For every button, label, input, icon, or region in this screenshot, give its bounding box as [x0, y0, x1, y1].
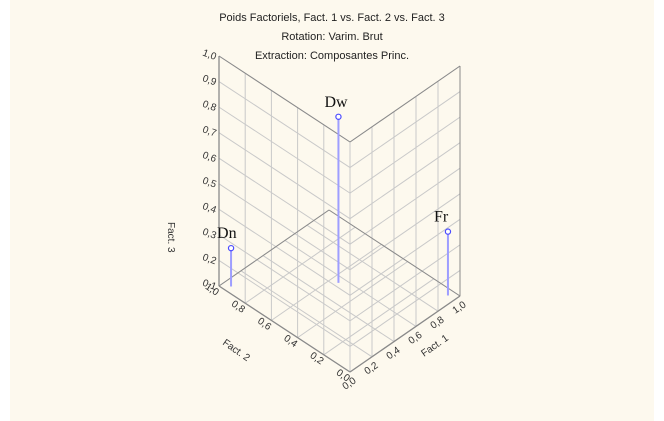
- wall-grid-line: [218, 208, 351, 296]
- z-tick-label: 0,1: [201, 278, 218, 293]
- point-label: Dw: [324, 94, 348, 111]
- z-tick-label: 1,0: [201, 48, 218, 63]
- x-axis-line: [349, 295, 461, 373]
- wall-grid-line: [218, 183, 351, 271]
- floor-grid-line: [297, 261, 408, 339]
- x-tick-label: 0,2: [363, 360, 381, 377]
- wall-grid-line: [349, 270, 461, 347]
- wall-grid-line: [218, 106, 351, 194]
- z-tick-label: 0,6: [201, 150, 218, 165]
- point-label: Fr: [434, 209, 449, 226]
- floor-edge: [328, 209, 461, 297]
- z-tick-label: 0,9: [201, 73, 218, 88]
- chart-panel: Poids Factoriels, Fact. 1 vs. Fact. 2 vs…: [10, 0, 654, 421]
- data-point: [444, 228, 452, 235]
- point-stems: [230, 116, 449, 296]
- grid-lines: [218, 55, 461, 373]
- wall-grid-line: [218, 132, 351, 220]
- wall-edge: [218, 55, 351, 143]
- data-point: [335, 113, 342, 120]
- z-tick-label: 0,2: [201, 252, 218, 267]
- data-points: Dn Dw Fr: [217, 94, 452, 252]
- x-tick-label: 0,4: [385, 345, 403, 362]
- y-tick-label: 0,8: [229, 299, 247, 316]
- data-point: [227, 244, 235, 252]
- chart-subtitle-extraction: Extraction: Composantes Princ.: [254, 50, 410, 62]
- z-axis-label: Fact. 3: [165, 222, 176, 253]
- z-tick-label: 0,5: [201, 176, 218, 191]
- wall-grid-line: [349, 244, 461, 322]
- wall-grid-line: [349, 116, 461, 194]
- z-tick-label: 0,3: [201, 227, 218, 242]
- floor-edge: [218, 209, 330, 287]
- y-axis-label: Fact. 2: [220, 337, 252, 364]
- wall-grid-line: [218, 260, 351, 347]
- chart-title: Poids Factoriels, Fact. 1 vs. Fact. 2 vs…: [219, 12, 445, 24]
- y-tick-label: 0,2: [308, 350, 326, 367]
- z-tick-label: 0,8: [201, 99, 218, 114]
- x-tick-label: 0,8: [429, 314, 447, 331]
- wall-grid-line: [349, 91, 461, 168]
- wall-grid-line: [218, 81, 351, 168]
- x-tick-label: 0,6: [407, 330, 425, 347]
- wall-grid-line: [349, 142, 461, 220]
- z-tick-label: 0,4: [201, 201, 218, 216]
- y-tick-label: 0,6: [255, 316, 273, 333]
- wall-grid-line: [349, 218, 461, 296]
- floor-grid-line: [271, 243, 382, 321]
- wall-edge: [349, 65, 461, 143]
- wall-grid-line: [349, 167, 461, 245]
- y-tick-label: 0,4: [281, 333, 299, 350]
- floor-grid-line: [323, 278, 435, 356]
- floor-grid-line: [244, 226, 356, 304]
- y-axis-line: [218, 285, 351, 373]
- x-tick-label: 1,0: [451, 299, 469, 316]
- wall-grid-line: [218, 234, 351, 322]
- point-label: Dn: [217, 225, 237, 242]
- z-tick-label: 0,7: [201, 124, 218, 139]
- chart-subtitle-rotation: Rotation: Varim. Brut: [281, 31, 383, 43]
- wall-grid-line: [218, 157, 351, 245]
- wall-grid-line: [349, 193, 461, 271]
- x-axis-label: Fact. 1: [419, 333, 451, 360]
